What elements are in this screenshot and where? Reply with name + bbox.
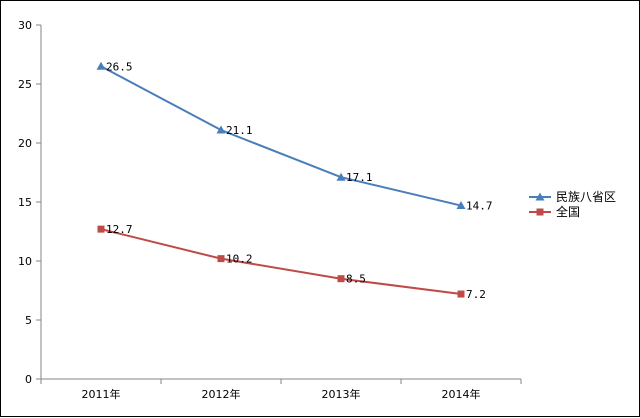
data-label: 14.7 — [466, 200, 493, 213]
legend-item: 民族八省区 — [529, 190, 616, 204]
series-1: 26.5 21.1 17.1 14.7 — [96, 60, 493, 213]
data-label: 12.7 — [106, 223, 133, 236]
x-tick-label: 2011年 — [82, 387, 121, 401]
y-tick-label: 10 — [18, 255, 32, 268]
x-tick-label: 2012年 — [202, 387, 241, 401]
series-line — [100, 65, 462, 207]
x-tick-labels: 2011年 2012年 2013年 2014年 — [82, 387, 481, 401]
data-label: 21.1 — [226, 124, 253, 137]
x-tick-label: 2013年 — [322, 387, 361, 401]
data-point — [336, 172, 346, 181]
data-label: 26.5 — [106, 60, 133, 73]
data-point — [216, 125, 226, 134]
data-point — [337, 275, 345, 283]
legend-marker — [536, 208, 544, 216]
y-tick-label: 15 — [18, 196, 32, 209]
data-point — [97, 225, 105, 233]
data-label: 7.2 — [466, 288, 486, 301]
y-tick-labels: 0 5 10 15 20 25 30 — [18, 19, 32, 386]
axes — [36, 24, 522, 384]
y-tick-label: 5 — [25, 314, 32, 327]
series-line — [100, 228, 462, 296]
legend-label: 全国 — [556, 204, 580, 219]
legend-marker — [535, 192, 545, 201]
data-label: 17.1 — [346, 171, 373, 184]
series-layer: 26.5 21.1 17.1 14.7 12.7 10.2 8.5 7.2 — [96, 60, 493, 301]
data-label: 10.2 — [226, 253, 253, 266]
y-tick-label: 25 — [18, 78, 32, 91]
data-label: 8.5 — [346, 273, 366, 286]
y-tick-label: 30 — [18, 19, 32, 32]
data-point — [96, 61, 106, 70]
x-tick-label: 2014年 — [442, 387, 481, 401]
y-tick-label: 20 — [18, 137, 32, 150]
data-point — [217, 255, 225, 263]
series-2: 12.7 10.2 8.5 7.2 — [97, 223, 486, 301]
data-point — [457, 290, 465, 298]
legend-label: 民族八省区 — [556, 190, 616, 204]
y-tick-label: 0 — [25, 373, 32, 386]
data-point — [456, 201, 466, 210]
legend-item: 全国 — [529, 204, 580, 219]
